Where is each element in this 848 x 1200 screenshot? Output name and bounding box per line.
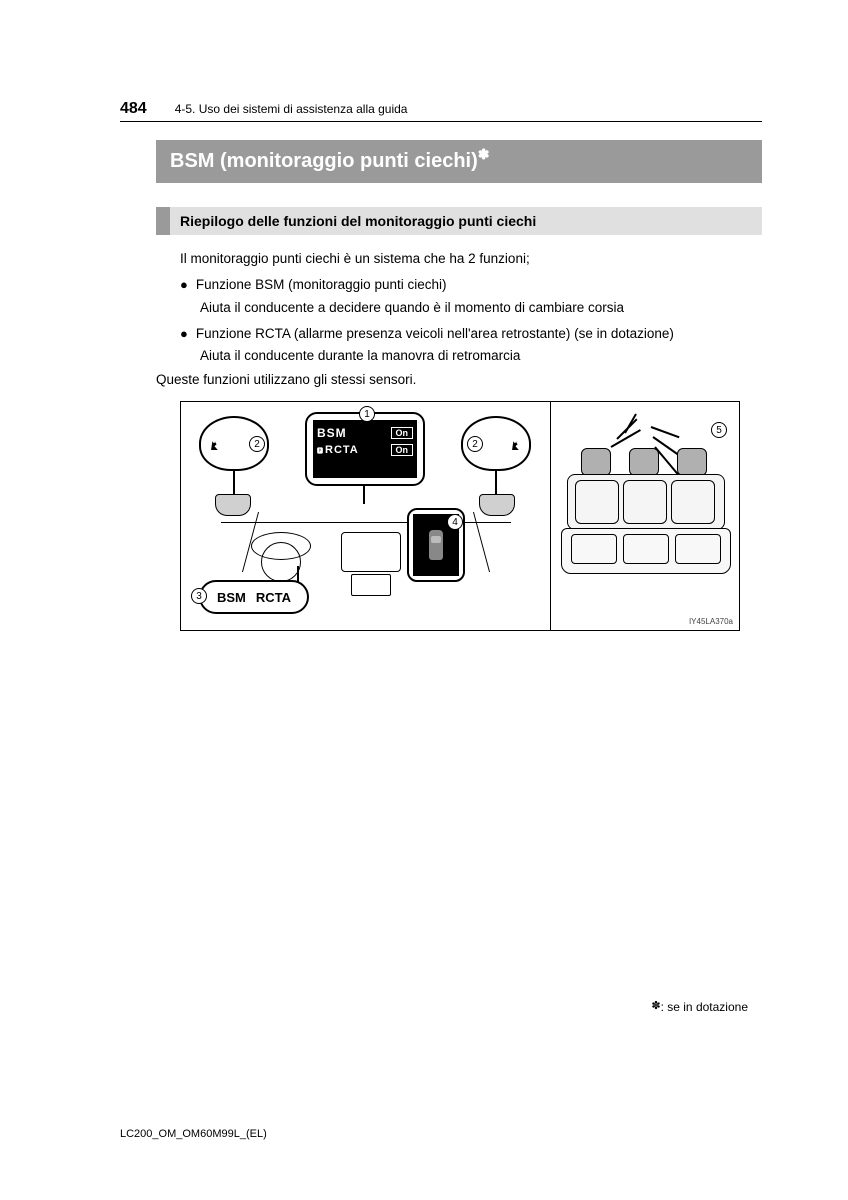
bubble-bsm-label: BSM	[217, 590, 246, 605]
screen-rcta-state: On	[391, 444, 414, 456]
page: 484 4-5. Uso dei sistemi di assistenza a…	[0, 0, 848, 671]
bsm-rcta-bubble: BSM RCTA	[199, 580, 309, 614]
footnote-star-icon: ✽	[651, 1000, 660, 1012]
diagram-left-panel: 2 2 BSM On 🅿 RCTA	[181, 402, 551, 630]
screen-bsm-label: BSM	[317, 426, 347, 440]
rear-seat-icon	[561, 448, 731, 588]
intro-text: Il monitoraggio punti ciechi è un sistem…	[180, 249, 762, 269]
footnote-text: : se in dotazione	[661, 1000, 748, 1014]
header-row: 484 4-5. Uso dei sistemi di assistenza a…	[120, 100, 762, 122]
bullet-1-title: Funzione BSM (monitoraggio punti ciechi)	[196, 275, 762, 295]
bullet-2-sub: Aiuta il conducente durante la manovra d…	[200, 346, 762, 366]
after-list-text: Queste funzioni utilizzano gli stessi se…	[156, 372, 762, 387]
screen-row-2: 🅿 RCTA On	[317, 444, 413, 456]
body-text-block: Il monitoraggio punti ciechi è un sistem…	[180, 249, 762, 366]
screen-row-1: BSM On	[317, 426, 413, 440]
subheading-bar: Riepilogo delle funzioni del monitoraggi…	[156, 207, 762, 235]
bullet-icon: ●	[180, 324, 188, 344]
bullet-item-2: ● Funzione RCTA (allarme presenza veicol…	[180, 324, 762, 344]
callout-5: 5	[711, 422, 727, 438]
screen-bsm-state: On	[391, 427, 414, 439]
screen-rcta-label: RCTA	[325, 444, 359, 456]
title-star-icon: ✽	[478, 146, 490, 162]
footnote: ✽: se in dotazione	[651, 1000, 748, 1014]
section-path: 4-5. Uso dei sistemi di assistenza alla …	[175, 102, 408, 116]
title-text: BSM (monitoraggio punti ciechi)	[170, 150, 478, 172]
bullet-item-1: ● Funzione BSM (monitoraggio punti ciech…	[180, 275, 762, 295]
callout-1: 1	[359, 406, 375, 422]
bullet-icon: ●	[180, 275, 188, 295]
diagram-box: 2 2 BSM On 🅿 RCTA	[180, 401, 740, 631]
car-top-icon	[429, 530, 443, 560]
subheading-text: Riepilogo delle funzioni del monitoraggi…	[180, 213, 536, 229]
title-bar: BSM (monitoraggio punti ciechi)✽	[156, 140, 762, 183]
bullet-1-sub: Aiuta il conducente a decidere quando è …	[200, 298, 762, 318]
bubble-rcta-label: RCTA	[256, 590, 291, 605]
mirror-indicator-icon	[211, 440, 218, 450]
diagram-right-panel: 5	[551, 402, 739, 630]
image-code-label: IY45LA370a	[689, 617, 733, 626]
page-number: 484	[120, 100, 147, 118]
bullet-content-1: Funzione BSM (monitoraggio punti ciechi)	[196, 275, 762, 295]
center-screen: BSM On 🅿 RCTA On	[313, 420, 417, 478]
footer-code: LC200_OM_OM60M99L_(EL)	[120, 1128, 267, 1140]
mirror-indicator-icon	[512, 440, 519, 450]
center-display-panel: BSM On 🅿 RCTA On	[305, 412, 425, 486]
bullet-2-title: Funzione RCTA (allarme presenza veicoli …	[196, 324, 762, 344]
bullet-content-2: Funzione RCTA (allarme presenza veicoli …	[196, 324, 762, 344]
screen-rcta-prefix-icon: 🅿	[317, 449, 323, 455]
